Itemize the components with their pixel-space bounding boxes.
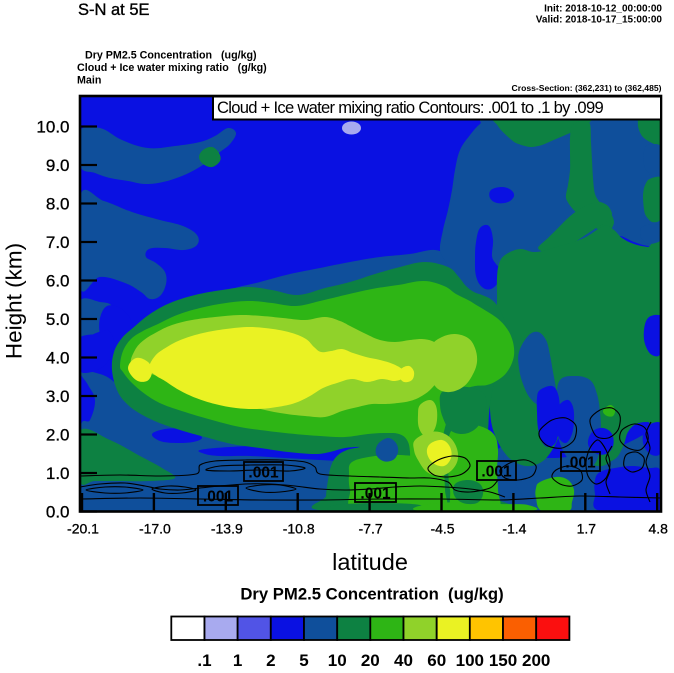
svg-text:-1.4: -1.4 [502, 521, 526, 537]
svg-text:Main: Main [77, 75, 101, 87]
svg-text:.1: .1 [197, 651, 211, 668]
svg-text:10.0: 10.0 [36, 118, 69, 137]
svg-text:40: 40 [394, 651, 413, 668]
svg-text:60: 60 [427, 651, 446, 668]
svg-text:-13.9: -13.9 [211, 521, 243, 537]
svg-text:4.0: 4.0 [46, 349, 70, 368]
svg-text:20: 20 [361, 651, 380, 668]
svg-text:7.0: 7.0 [46, 233, 70, 252]
svg-text:9.0: 9.0 [46, 156, 70, 175]
svg-text:.001: .001 [360, 486, 391, 503]
svg-text:-7.7: -7.7 [359, 521, 383, 537]
svg-text:Init: 2018-10-12_00:00:00: Init: 2018-10-12_00:00:00 [544, 4, 662, 15]
svg-text:.001: .001 [203, 489, 234, 506]
svg-text:0.0: 0.0 [46, 503, 70, 522]
svg-text:Cross-Section: (362,231) to (3: Cross-Section: (362,231) to (362,485) [512, 83, 662, 93]
svg-text:1.0: 1.0 [46, 464, 70, 483]
svg-text:100: 100 [456, 651, 484, 668]
svg-text:8.0: 8.0 [46, 195, 70, 214]
svg-text:Dry PM2.5 Concentration (ug/: Dry PM2.5 Concentration (ug/kg) [85, 50, 257, 62]
svg-text:Height (km): Height (km) [1, 243, 26, 359]
svg-text:-17.0: -17.0 [139, 521, 171, 537]
svg-text:1: 1 [233, 651, 242, 668]
svg-text:Cloud + Ice water mixing ratio: Cloud + Ice water mixing ratio (g/kg) [77, 62, 267, 74]
svg-text:Dry PM2.5 Concentration (ug/k: Dry PM2.5 Concentration (ug/kg) [240, 585, 503, 604]
svg-text:-20.1: -20.1 [67, 521, 99, 537]
svg-text:2.0: 2.0 [46, 426, 70, 445]
svg-text:10: 10 [328, 651, 347, 668]
svg-text:-4.5: -4.5 [430, 521, 454, 537]
svg-text:6.0: 6.0 [46, 272, 70, 291]
svg-text:-10.8: -10.8 [283, 521, 315, 537]
svg-text:.001: .001 [481, 464, 512, 481]
svg-text:200: 200 [522, 651, 550, 668]
svg-text:5.0: 5.0 [46, 310, 70, 329]
svg-text:4.8: 4.8 [648, 521, 668, 537]
svg-text:Valid: 2018-10-17_15:00:00: Valid: 2018-10-17_15:00:00 [536, 15, 663, 26]
svg-text:5: 5 [299, 651, 308, 668]
svg-text:S-N at 5E: S-N at 5E [78, 1, 150, 19]
svg-text:3.0: 3.0 [46, 387, 70, 406]
svg-text:2: 2 [266, 651, 275, 668]
svg-text:1.7: 1.7 [577, 521, 597, 537]
svg-text:Cloud + Ice water mixing ratio: Cloud + Ice water mixing ratio Contours:… [217, 98, 603, 117]
svg-text:latitude: latitude [332, 549, 408, 575]
svg-text:150: 150 [489, 651, 517, 668]
svg-text:.001: .001 [248, 465, 279, 482]
svg-text:.001: .001 [565, 455, 596, 472]
